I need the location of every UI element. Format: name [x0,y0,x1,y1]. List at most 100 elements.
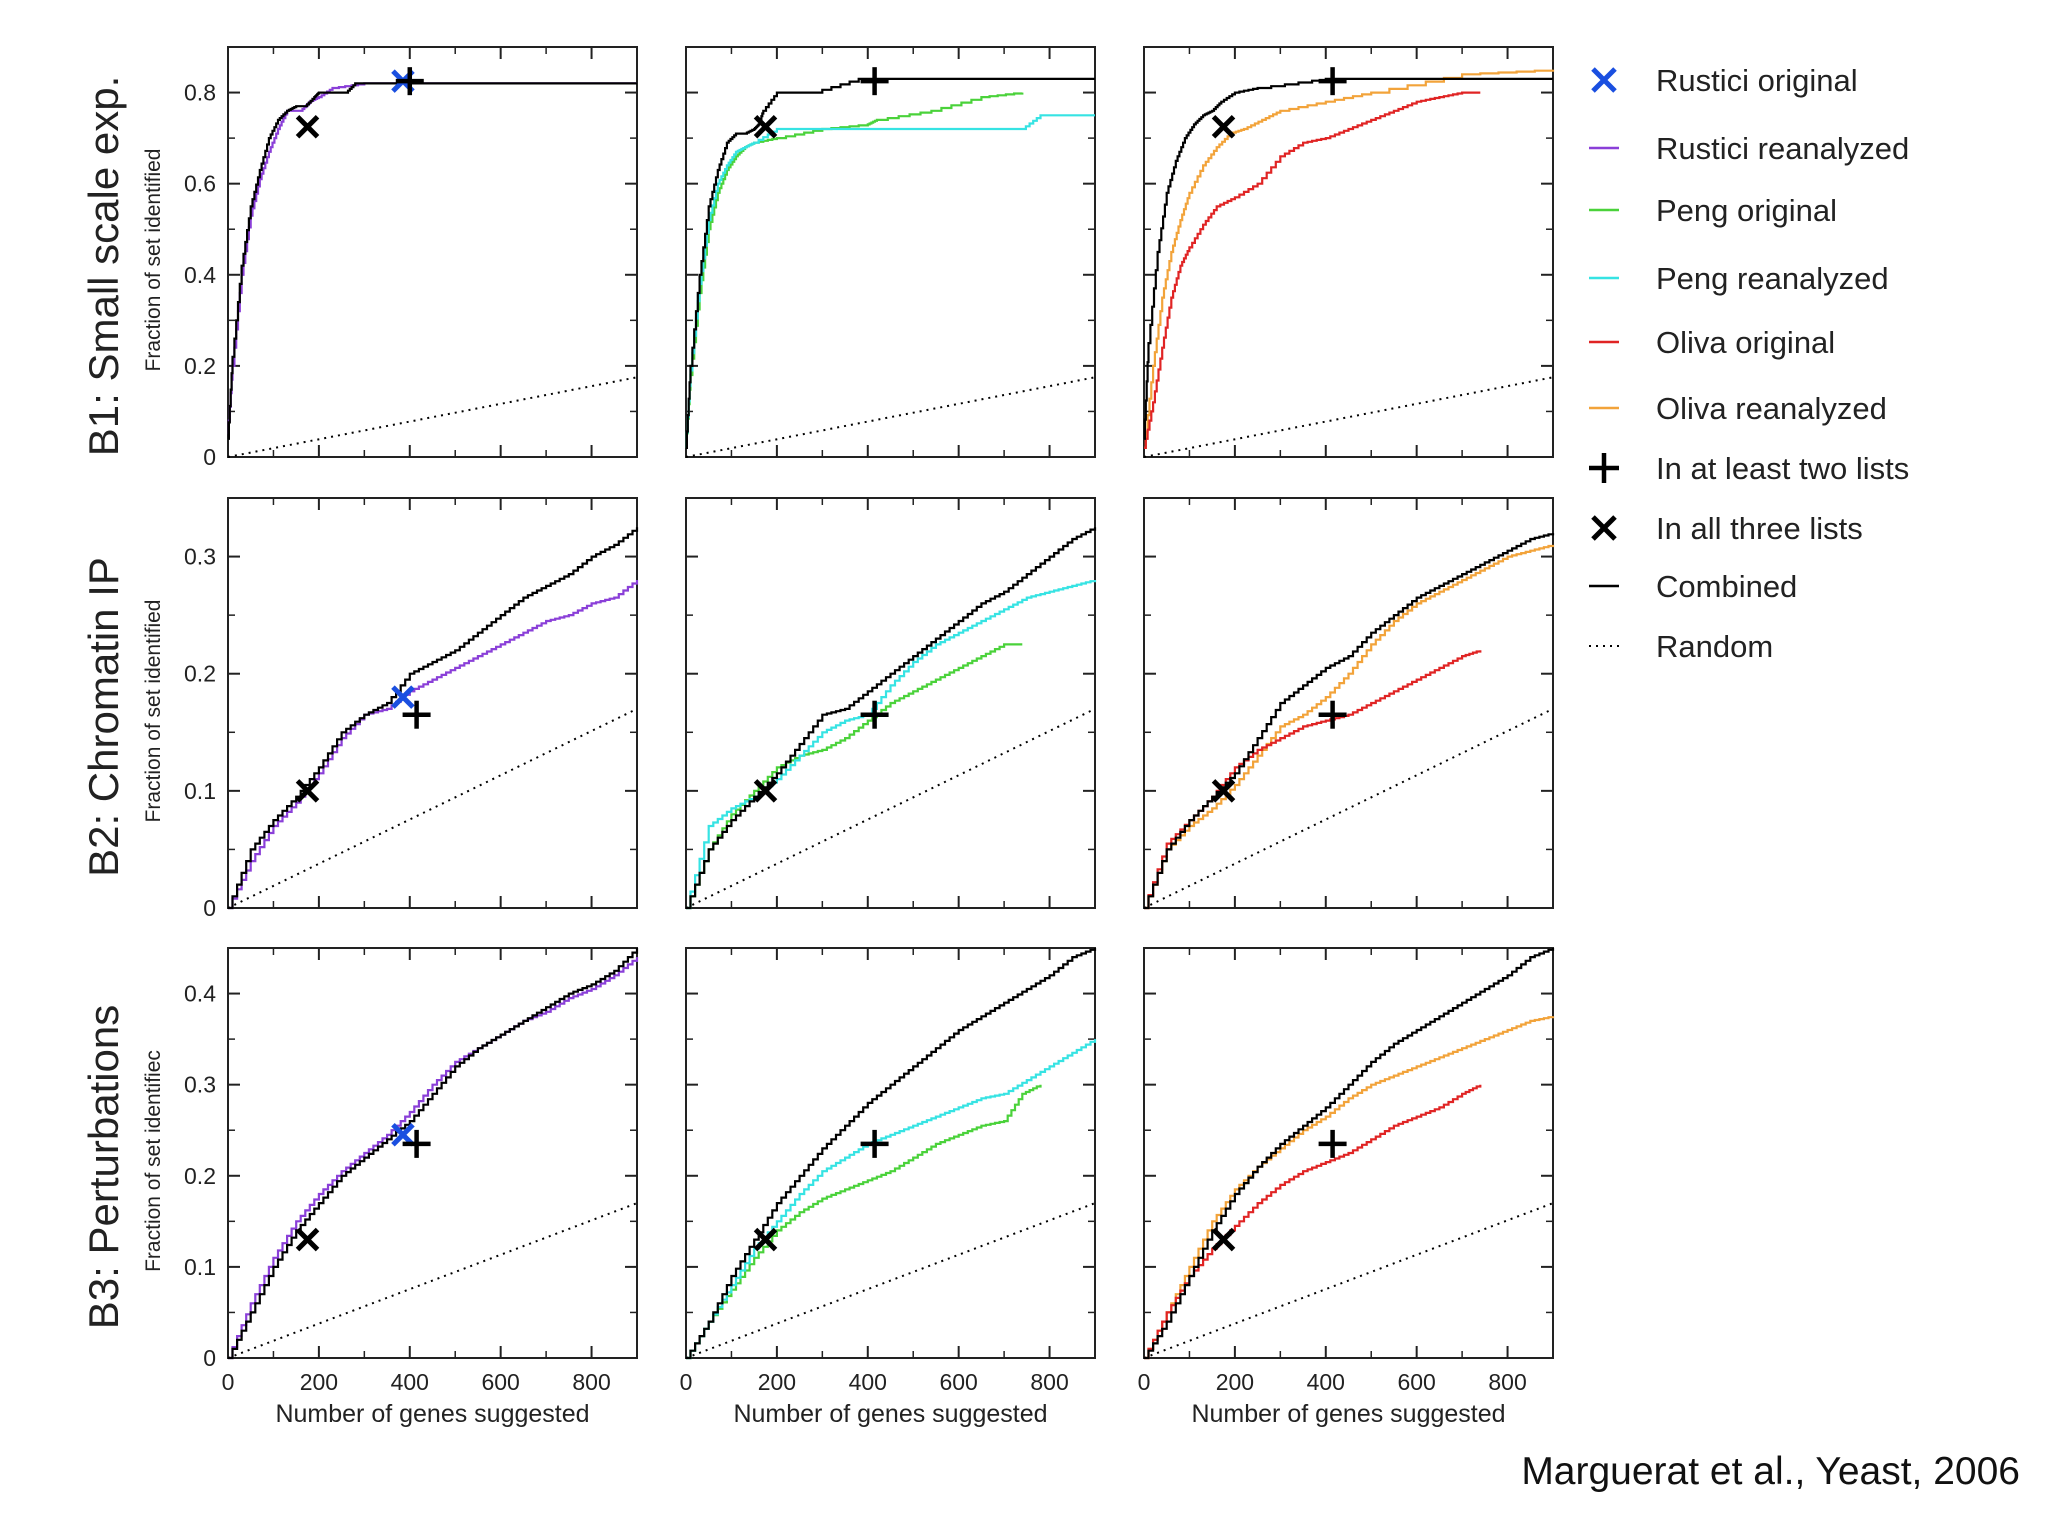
marker-at-least-two [860,67,889,96]
legend-oliva-original-label: Oliva original [1656,325,1835,360]
legend-random-label: Random [1656,629,1773,664]
x-tick-label: 600 [481,1369,519,1395]
legend: Rustici original Rustici reanalyzed Peng o… [1589,63,1909,664]
y-tick-label: 0.1 [184,778,216,804]
y-tick-label: 0.2 [184,1163,216,1189]
x-tick-label: 600 [939,1369,977,1395]
plot-frame [1143,46,1554,458]
marker-at-least-two [395,67,424,96]
marker-rustici-original [391,1123,415,1147]
legend-rustici-original-swatch-stroke-b [1591,67,1617,93]
marker-all-three [295,779,320,803]
y-axis-title-row-1: Fraction of set identified [142,149,165,372]
plot-frame [227,947,638,1359]
panel-r3-c3: 0 200 400 600 800 Number of genes suggested [1138,947,1555,1428]
marker-rustici-original-stroke-b [391,1123,415,1147]
panel-r2-c1: 0 0.1 0.2 0.3 [184,497,639,921]
y-tick-label: 0.8 [184,80,216,106]
series-combined-line [686,948,1097,1360]
series-peng-original-line [686,1084,1042,1360]
marker-at-least-two [402,700,431,729]
marker-all-three-stroke-b [295,114,320,139]
series-random-line [685,707,1096,909]
marker-all-three [1211,779,1236,803]
legend-at-least-two-label: In at least two lists [1656,451,1909,486]
legend-oliva-reanalyzed-label: Oliva reanalyzed [1656,391,1887,426]
marker-all-three-stroke-b [753,114,778,139]
series-rustici-reanalyzed-line [227,82,637,436]
x-tick-label: 800 [572,1369,610,1395]
x-axis-title: Number of genes suggested [1191,1400,1505,1428]
marker-all-three-stroke-b [753,779,778,803]
series-peng-reanalyzed-line [686,1039,1097,1360]
y-tick-label: 0.6 [184,171,216,197]
series-combined-line [686,527,1097,910]
panel-r2-c2 [685,497,1097,910]
y-tick-label: 0.3 [184,544,216,570]
panel-r3-c2: 0 200 400 600 800 Number of genes suggested [680,947,1097,1428]
row-label-2: B2: Chromatin IP [80,557,127,877]
x-tick-label: 0 [680,1369,693,1395]
legend-peng-reanalyzed-label: Peng reanalyzed [1656,261,1889,296]
legend-combined-label: Combined [1656,569,1797,604]
marker-all-three-stroke-b [1211,114,1236,139]
y-tick-label: 0.1 [184,1254,216,1280]
panel-r1-c1: 0 0.2 0.4 0.6 0.8 [184,46,638,470]
plot-frame [1143,947,1554,1359]
series-peng-original-line [685,92,1024,449]
x-tick-label: 0 [1138,1369,1151,1395]
y-tick-label: 0 [203,444,216,470]
legend-all-three-label: In all three lists [1656,511,1863,546]
series-oliva-reanalyzed-line [1144,544,1555,910]
legend-rustici-original-label: Rustici original [1656,63,1858,98]
x-tick-label: 400 [391,1369,429,1395]
series-random-line [685,1202,1096,1359]
marker-at-least-two [402,1129,431,1158]
x-tick-label: 400 [1307,1369,1345,1395]
marker-all-three-stroke-b [1211,779,1236,803]
series-peng-reanalyzed-line [686,580,1097,910]
series-peng-reanalyzed-line [685,114,1095,449]
series-combined-line [1144,948,1555,1360]
legend-peng-original-label: Peng original [1656,193,1837,228]
y-tick-label: 0.4 [184,981,216,1007]
series-random-line [685,376,1096,458]
series-oliva-original-line [1144,1084,1482,1360]
y-tick-label: 0 [203,895,216,921]
x-tick-label: 200 [758,1369,796,1395]
panel-r2-c3 [1143,497,1555,910]
series-combined-line [228,527,639,910]
legend-all-three-swatch-stroke-b [1591,515,1617,541]
x-tick-label: 0 [222,1369,235,1395]
series-oliva-original-line [1144,650,1482,910]
legend-rustici-original-swatch [1591,67,1617,93]
series-random-line [227,376,638,458]
plot-frame [1143,497,1554,909]
series-oliva-original-line [1144,91,1481,449]
row-label-1: B1: Small scale exp. [80,76,127,457]
series-oliva-reanalyzed-line [1144,1016,1555,1360]
plot-frame [685,947,1096,1359]
marker-at-least-two [1318,67,1347,96]
y-axis-title-row-2: Fraction of set identified [142,600,165,823]
x-axis-title: Number of genes suggested [275,1400,589,1428]
series-random-line [1143,707,1554,909]
series-rustici-reanalyzed-line [228,580,639,910]
series-rustici-reanalyzed-line [228,957,639,1360]
plot-frame [227,46,638,458]
x-tick-label: 600 [1397,1369,1435,1395]
series-peng-original-line [686,643,1023,910]
plot-frame [685,46,1096,458]
row-label-3: B3: Perturbations [80,1005,127,1330]
series-random-line [227,1202,638,1359]
marker-all-three-stroke-b [1211,1227,1236,1252]
series-combined-line [227,82,637,440]
series-random-line [227,707,638,909]
series-combined-line [1144,533,1555,910]
series-combined-line [1143,77,1553,440]
marker-all-three [1211,1227,1236,1252]
y-tick-label: 0.3 [184,1072,216,1098]
marker-rustici-original [391,685,415,709]
marker-all-three [753,779,778,803]
